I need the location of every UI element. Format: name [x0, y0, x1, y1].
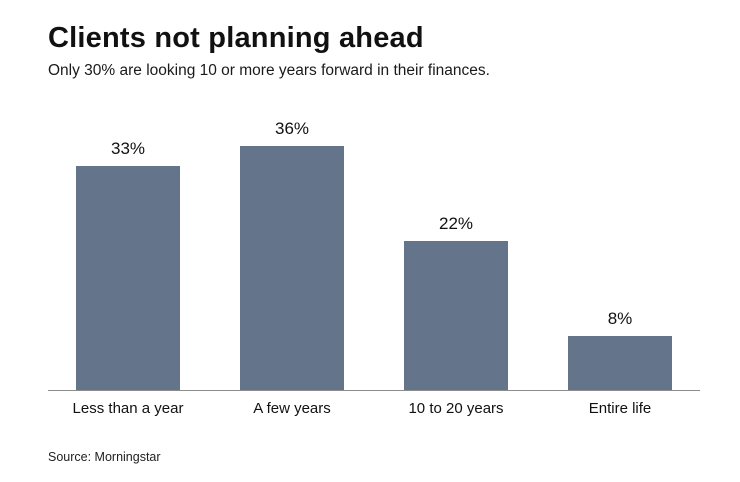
bar-a-few-years	[240, 145, 344, 391]
x-axis-label-less-than-a-year: Less than a year	[72, 400, 184, 418]
bar-value-label: 33%	[110, 138, 146, 158]
bar-value-label: 36%	[274, 118, 310, 138]
bar-value-label: 22%	[438, 213, 474, 233]
bar-group-entire-life: 8%	[568, 118, 672, 391]
x-axis-label-entire-life: Entire life	[588, 400, 652, 418]
x-axis-label-a-few-years: A few years	[253, 400, 331, 418]
bar-10-to-20-years	[404, 240, 508, 391]
chart-subtitle: Only 30% are looking 10 or more years fo…	[48, 62, 490, 80]
bar-group-10-to-20-years: 22%	[404, 118, 508, 391]
bar-less-than-a-year	[76, 165, 180, 391]
bar-chart-plot: 33% 36% 22% 8% Less than a year A few ye…	[48, 118, 700, 417]
bar-entire-life	[568, 335, 672, 391]
bar-group-a-few-years: 36%	[240, 118, 344, 391]
bar-group-less-than-a-year: 33%	[76, 118, 180, 391]
x-axis-label-10-to-20-years: 10 to 20 years	[408, 400, 504, 418]
x-axis-line	[48, 390, 700, 392]
chart-title: Clients not planning ahead	[48, 22, 424, 54]
bar-value-label: 8%	[607, 308, 633, 328]
bars-area: 33% 36% 22% 8%	[48, 118, 700, 391]
x-axis-labels: Less than a year A few years 10 to 20 ye…	[48, 400, 700, 417]
source-note: Source: Morningstar	[48, 450, 161, 464]
